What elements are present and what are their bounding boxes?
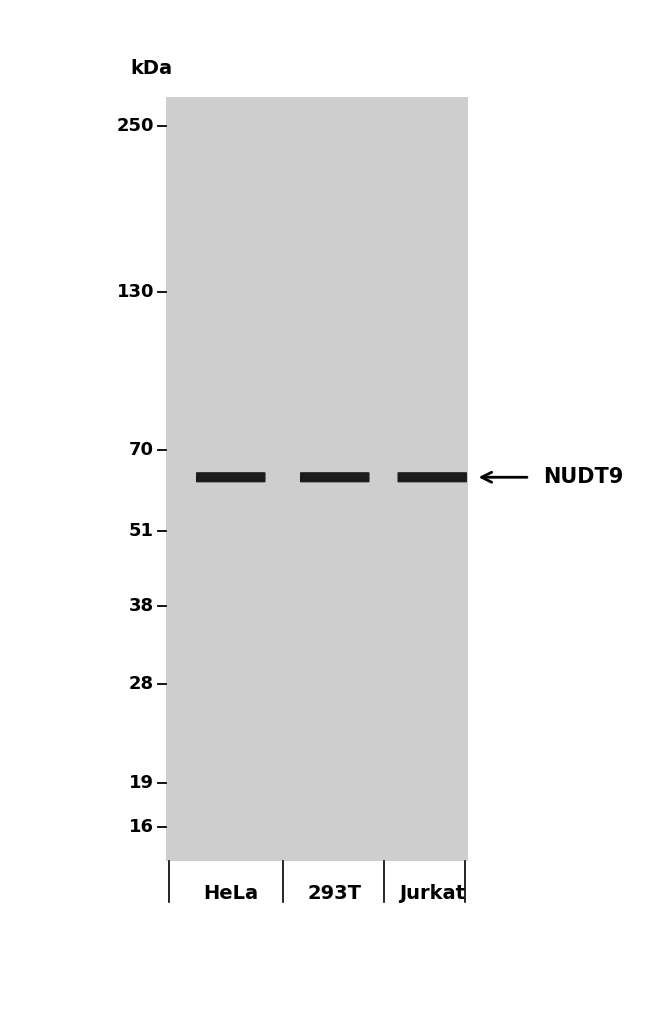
Text: 38: 38 — [129, 597, 154, 615]
Text: 293T: 293T — [307, 884, 362, 904]
Text: 19: 19 — [129, 774, 154, 792]
FancyBboxPatch shape — [196, 472, 265, 482]
Text: NUDT9: NUDT9 — [543, 468, 623, 487]
FancyBboxPatch shape — [300, 472, 369, 482]
Text: 28: 28 — [129, 676, 154, 693]
Text: Jurkat: Jurkat — [399, 884, 465, 904]
FancyBboxPatch shape — [398, 472, 467, 482]
Text: 250: 250 — [116, 116, 154, 135]
Text: 70: 70 — [129, 441, 154, 460]
Text: 130: 130 — [116, 283, 154, 302]
Text: 16: 16 — [129, 818, 154, 836]
Text: kDa: kDa — [130, 59, 172, 78]
Text: HeLa: HeLa — [203, 884, 258, 904]
Bar — [166, 97, 468, 861]
Text: 51: 51 — [129, 522, 154, 540]
